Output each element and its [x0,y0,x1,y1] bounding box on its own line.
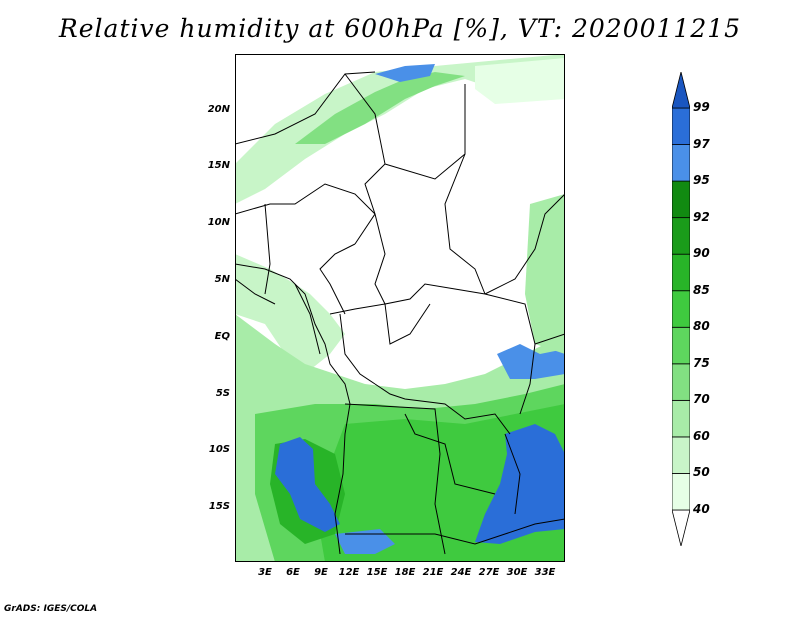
humidity-region-southeast-peak [475,424,565,544]
lat-label-5s: 5S [215,388,230,399]
colorbar-segment [672,399,690,438]
colorbar-label: 50 [693,465,710,480]
humidity-map [235,54,565,562]
lat-label-5n: 5N [214,274,230,285]
lon-label-6e: 6E [286,567,300,578]
lon-label-12e: 12E [338,567,360,578]
colorbar-segment [672,144,690,182]
colorbar-segment [672,473,690,511]
colorbar-label: 70 [693,392,710,407]
lat-label-20n: 20N [207,104,230,115]
lon-label-18e: 18E [394,567,416,578]
humidity-region-north-core [295,72,465,144]
colorbar-segment [672,217,690,255]
colorbar-segment [672,326,690,365]
lon-label-27e: 27E [478,567,500,578]
lon-label-15e: 15E [366,567,388,578]
lon-label-24e: 24E [450,567,472,578]
map-title: Relative humidity at 600hPa [%], VT: 202… [58,14,742,43]
colorbar-label: 40 [693,502,710,516]
colorbar-segment [672,363,690,401]
colorbar-label: 95 [693,173,710,188]
colorbar-segment-top [672,72,690,109]
colorbar-segment [672,253,690,292]
lon-label-21e: 21E [422,567,444,578]
lat-label-15n: 15N [207,160,230,171]
colorbar-label: 85 [693,282,710,297]
lat-label-15s: 15S [208,501,230,512]
lat-label-10s: 10S [208,444,230,455]
colorbar [672,72,690,546]
humidity-region-south-peak [335,529,395,554]
lat-label-10n: 10N [207,217,230,228]
colorbar-segment [672,290,690,328]
humidity-region-east [525,194,565,354]
colorbar-label: 99 [693,100,710,114]
lon-label-33e: 33E [534,567,556,578]
lat-label-eq: EQ [214,331,230,342]
humidity-region-southwest-peak [275,437,340,532]
lon-label-30e: 30E [506,567,528,578]
colorbar-label: 60 [693,428,710,443]
humidity-region-east-peak [497,344,565,379]
colorbar-segment [672,107,690,145]
country-borders [235,71,565,555]
lon-label-3e: 3E [258,567,272,578]
colorbar-segment [672,436,690,474]
colorbar-segment [672,180,690,219]
humidity-region-northeast [475,58,565,104]
grads-credit: GrADS: IGES/COLA [4,604,98,614]
coastline [235,263,351,555]
humidity-region-north-peak [375,64,435,82]
lon-label-9e: 9E [314,567,328,578]
colorbar-label: 75 [693,355,710,370]
colorbar-segment-bottom [672,509,690,546]
colorbar-label: 80 [693,319,710,334]
colorbar-label: 90 [693,246,710,261]
colorbar-label: 92 [693,209,710,224]
colorbar-label: 97 [693,136,710,151]
map-frame [235,54,565,562]
